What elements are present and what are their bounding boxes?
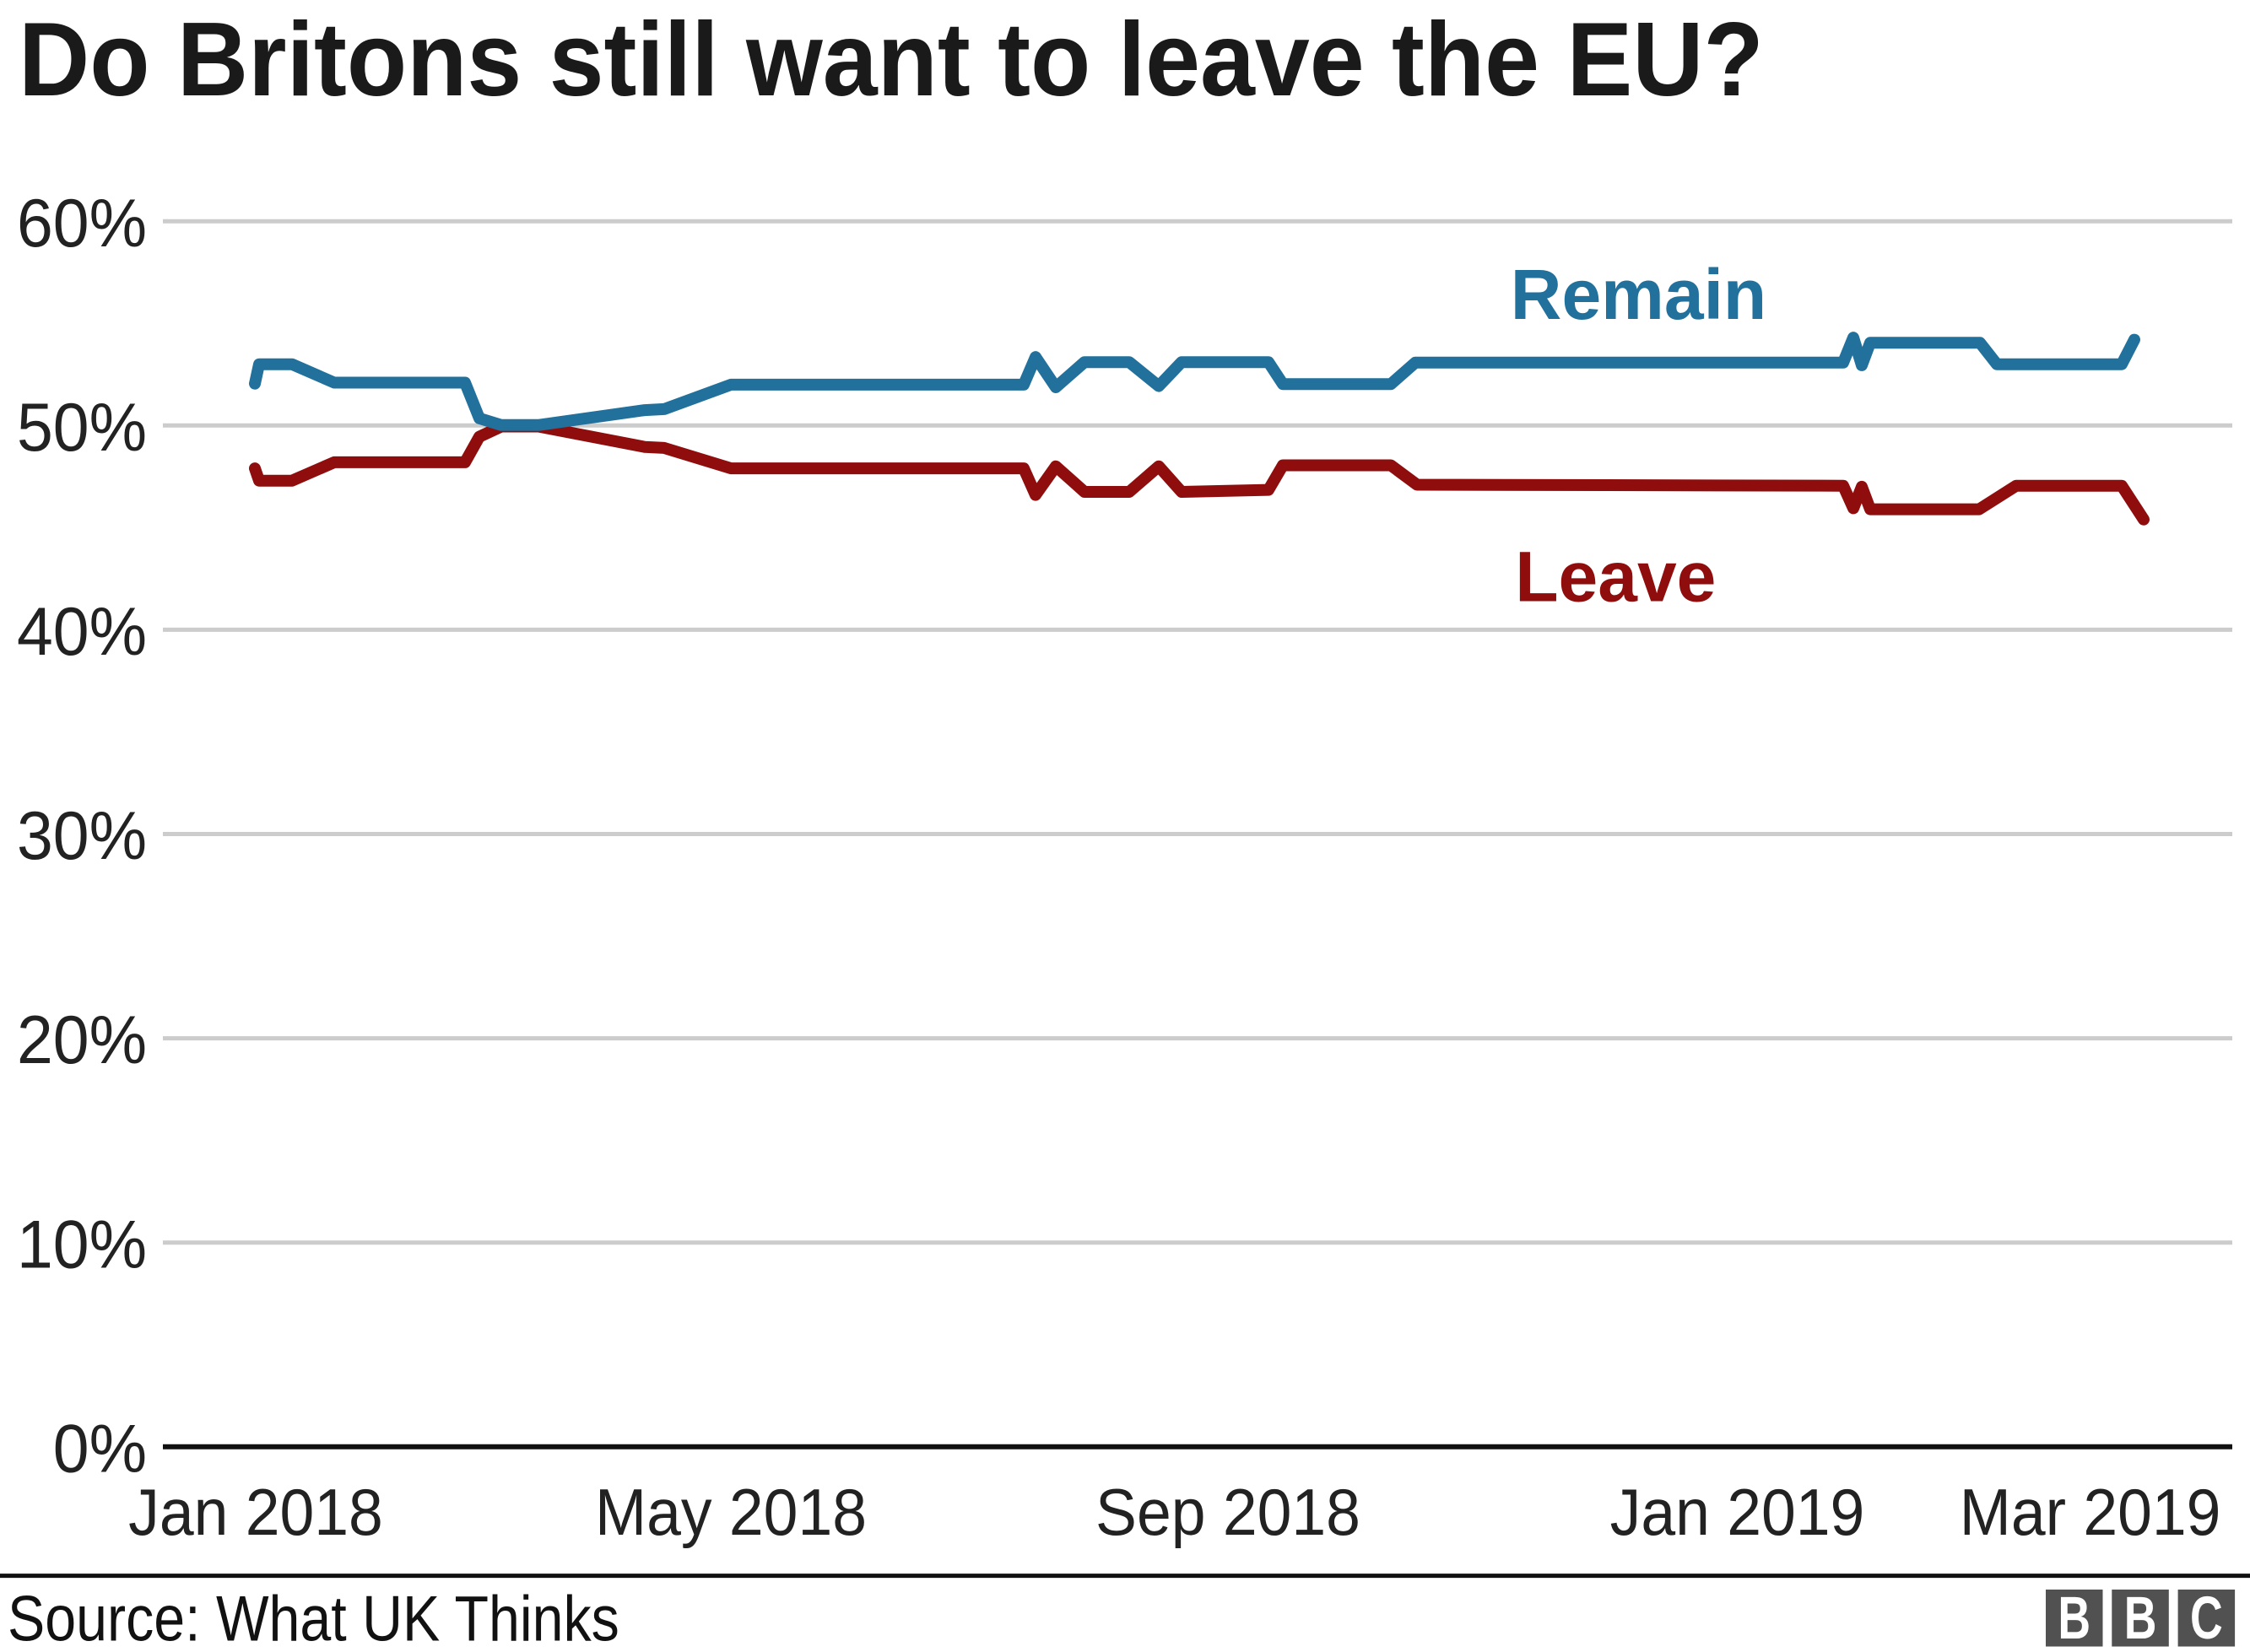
svg-text:20%: 20% bbox=[17, 1001, 147, 1077]
svg-text:Jan 2019: Jan 2019 bbox=[1610, 1476, 1865, 1550]
svg-text:B: B bbox=[2058, 1585, 2090, 1652]
svg-text:Jan 2018: Jan 2018 bbox=[128, 1476, 383, 1550]
svg-text:Do Britons still want to leave: Do Britons still want to leave the EU? bbox=[19, 1, 1764, 118]
svg-text:May 2018: May 2018 bbox=[595, 1476, 867, 1550]
svg-text:B: B bbox=[2124, 1585, 2157, 1652]
svg-text:30%: 30% bbox=[17, 796, 147, 873]
svg-text:60%: 60% bbox=[17, 184, 147, 261]
svg-text:Source: What UK Thinks: Source: What UK Thinks bbox=[8, 1583, 619, 1652]
svg-text:C: C bbox=[2190, 1585, 2223, 1652]
svg-text:Remain: Remain bbox=[1511, 255, 1766, 334]
svg-text:Mar 2019: Mar 2019 bbox=[1960, 1476, 2221, 1550]
svg-text:10%: 10% bbox=[17, 1205, 147, 1282]
svg-text:0%: 0% bbox=[53, 1410, 147, 1487]
svg-text:Leave: Leave bbox=[1515, 537, 1716, 617]
svg-text:50%: 50% bbox=[17, 388, 147, 465]
svg-text:40%: 40% bbox=[17, 592, 147, 669]
svg-text:Sep 2018: Sep 2018 bbox=[1095, 1476, 1360, 1550]
